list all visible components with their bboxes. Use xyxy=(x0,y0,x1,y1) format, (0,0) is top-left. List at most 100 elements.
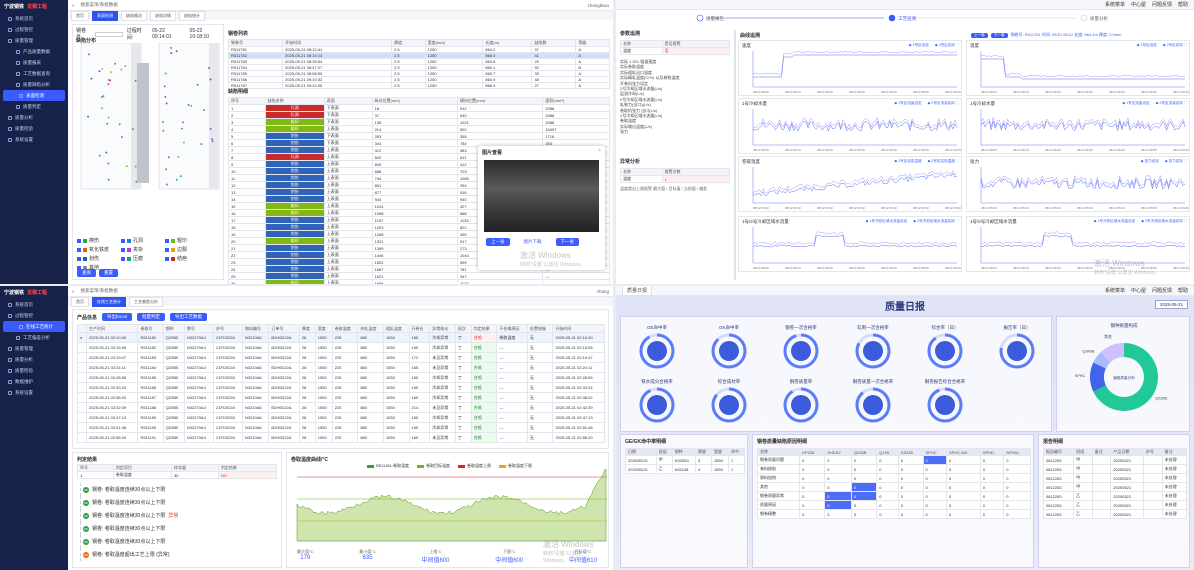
param-item[interactable]: 2号冷却区域水流量(L/s) xyxy=(620,96,663,102)
param-item[interactable]: 实际卷取温度 xyxy=(620,64,644,70)
sidebar-item-0[interactable]: 系统首页 xyxy=(0,299,68,310)
tab-4[interactable]: 缺陷统计 xyxy=(179,10,205,21)
table-row[interactable]: 2025-05-21 02:19:47 R511183 Q235B N32270A4 2… xyxy=(76,352,605,363)
expand-icon[interactable]: ⛶ xyxy=(956,42,959,47)
defect-point[interactable] xyxy=(132,128,134,130)
expand-icon[interactable]: ⛶ xyxy=(956,218,959,223)
table-row[interactable]: 钢卷质量问题 0 0 0 0 0 0 0 0 0 xyxy=(756,455,1031,465)
table-row[interactable]: 0812283 乙 20250521 未处理 xyxy=(1042,500,1188,510)
search-input[interactable]: 搜索菜单/系统数据 xyxy=(80,2,118,7)
column-header[interactable]: 订单号 xyxy=(268,324,300,333)
defect-point[interactable] xyxy=(164,96,167,98)
step-label-2[interactable]: 质量分析 xyxy=(1090,15,1108,22)
defect-point[interactable] xyxy=(170,52,173,54)
column-header[interactable]: 终轧温度 xyxy=(357,324,384,333)
table-row[interactable]: 2025-05-21 02:56:20 R511191 Q235B N32270A4 2… xyxy=(76,432,605,443)
defect-point[interactable] xyxy=(211,140,214,143)
legend-label[interactable]: ◆ 2号区实际温度 xyxy=(927,159,955,163)
event-item[interactable]: OK 钢卷: 卷取温度超出工艺上限 (异常) xyxy=(80,548,277,561)
column-header[interactable]: 厚度 xyxy=(298,324,316,333)
series-line-actual[interactable] xyxy=(981,58,1185,80)
top-link-1[interactable]: 中心屋 xyxy=(1130,288,1146,294)
expand-icon[interactable]: ⛶ xyxy=(956,158,959,163)
column-header[interactable]: 序号 xyxy=(228,97,266,105)
donut-slice-1[interactable] xyxy=(1090,362,1106,392)
curve-chart[interactable]: 08/12 08:00 08/12 08:10 08/12 08:20 08/12 0… xyxy=(967,49,1191,97)
kpi-gauge-9[interactable] xyxy=(855,387,891,423)
legend-item-9[interactable]: 其他 xyxy=(77,264,113,271)
defect-point[interactable] xyxy=(87,115,89,118)
table-row[interactable]: 2025-05-21 02:28:56 R511185 Q235B N32270A4 2… xyxy=(76,372,605,383)
column-header[interactable]: 班组 xyxy=(655,448,673,456)
defect-point[interactable] xyxy=(107,79,110,81)
tab-2[interactable]: 缺陷概况 xyxy=(121,10,147,21)
table-row[interactable]: 2025/05/21 乙 N31108 4 1550 √ xyxy=(625,464,745,474)
export-excel-button[interactable]: 导出Excel xyxy=(102,313,133,321)
legend-label[interactable]: ◆ 张力实际 xyxy=(1164,159,1183,163)
defect-point[interactable] xyxy=(179,175,182,177)
reset-button[interactable]: 重置 xyxy=(99,269,118,277)
column-header[interactable]: 表面 xyxy=(323,97,373,105)
kpi-gauge-8[interactable] xyxy=(783,387,819,423)
event-item[interactable]: OK 钢卷: 卷取温度连续30点以上下限 异常 xyxy=(80,509,277,522)
defect-point[interactable] xyxy=(134,165,137,168)
curve-chart[interactable]: 08/12 08:00 08/12 08:10 08/12 08:20 08/12 0… xyxy=(967,107,1191,155)
column-header[interactable]: 钢种 xyxy=(162,324,185,333)
row-select-radio[interactable] xyxy=(76,402,88,413)
top-link-2[interactable]: 问题反馈 xyxy=(1151,288,1172,294)
sidebar-item-7[interactable]: 表面检测 xyxy=(3,90,65,101)
column-header[interactable]: SPHDL xyxy=(1003,448,1031,456)
column-header[interactable]: 钢种 xyxy=(671,448,697,456)
series-line-actual[interactable] xyxy=(753,54,957,78)
checkbox-icon[interactable] xyxy=(165,247,169,252)
row-select-radio[interactable] xyxy=(76,422,88,433)
series-line-set[interactable] xyxy=(980,117,1186,129)
step-dot-0[interactable] xyxy=(696,14,704,22)
defect-point[interactable] xyxy=(106,122,109,125)
param-item[interactable]: 2号冷却区域水流量(L/s) xyxy=(620,86,663,92)
defect-point[interactable] xyxy=(208,67,210,69)
close-icon[interactable]: × xyxy=(598,148,601,154)
defect-point[interactable] xyxy=(124,65,127,67)
legend-label[interactable]: ◆ 2号区流量实际 xyxy=(1155,101,1183,105)
time-to[interactable]: 05-22 10:18:10 xyxy=(189,28,210,40)
column-header[interactable]: 长度(m) xyxy=(482,39,533,47)
defect-point[interactable] xyxy=(88,53,90,56)
sidebar-item-4[interactable]: 质量管理 xyxy=(0,343,68,354)
column-header[interactable]: 处置措施 xyxy=(526,324,554,333)
series-line-actual[interactable] xyxy=(752,172,958,197)
row-select-radio[interactable]: ● xyxy=(76,332,88,343)
legend-label[interactable]: ◆ 2号区实际 xyxy=(1162,43,1183,47)
coil-input[interactable] xyxy=(94,31,123,37)
kpi-gauge-10[interactable] xyxy=(927,387,963,423)
legend-item-1[interactable]: 孔洞 xyxy=(121,237,157,244)
expand-icon[interactable]: ⛶ xyxy=(1184,100,1187,105)
expand-icon[interactable]: ⛶ xyxy=(1184,158,1187,163)
defect-point[interactable] xyxy=(164,72,167,75)
column-header[interactable]: 厚度 xyxy=(695,448,712,456)
row-select-radio[interactable] xyxy=(76,412,88,423)
search-button[interactable]: 查询 xyxy=(77,269,96,277)
defect-point[interactable] xyxy=(98,70,101,73)
defect-point[interactable] xyxy=(182,121,184,124)
series-line-set[interactable] xyxy=(980,54,1186,78)
legend-item-7[interactable]: 压痕 xyxy=(121,255,157,262)
defect-point[interactable] xyxy=(101,68,104,70)
kpi-gauge-2[interactable] xyxy=(783,333,819,369)
table-row[interactable]: 2025-05-21 02:24:11 R511184 Q235B N32270A4 2… xyxy=(76,362,605,373)
series-line-set[interactable] xyxy=(752,50,958,76)
column-header[interactable]: 开始时间 xyxy=(282,39,393,47)
curve-chart[interactable]: 08/12 08:00 08/12 08:10 08/12 08:20 08/12 0… xyxy=(739,165,963,213)
defect-point[interactable] xyxy=(165,168,167,171)
table-row[interactable]: 2025-05-21 02:38:02 R511187 Q235B N32270A4 2… xyxy=(76,392,605,403)
column-header[interactable]: 宽度(mm) xyxy=(424,39,484,47)
tab-3[interactable]: 缺陷详情 xyxy=(150,10,176,21)
tab-0[interactable]: 首页 xyxy=(71,296,89,307)
table-row[interactable]: 4 辊印 上表面 214 602 16497 xyxy=(228,125,610,133)
legend-label[interactable]: ◆ 1号区设定 xyxy=(908,43,929,47)
table-row[interactable]: 25 划伤 上表面 1621 347— xyxy=(228,272,610,280)
defect-point[interactable] xyxy=(175,178,178,181)
table-row[interactable]: 钢卷质量异常 0 0 0 0 0 0 0 0 0 xyxy=(756,491,1031,501)
column-header[interactable]: 纵向位置(mm) xyxy=(371,97,458,105)
legend-label[interactable]: ◆ 1号冷却区域水流量设定 xyxy=(865,219,908,223)
